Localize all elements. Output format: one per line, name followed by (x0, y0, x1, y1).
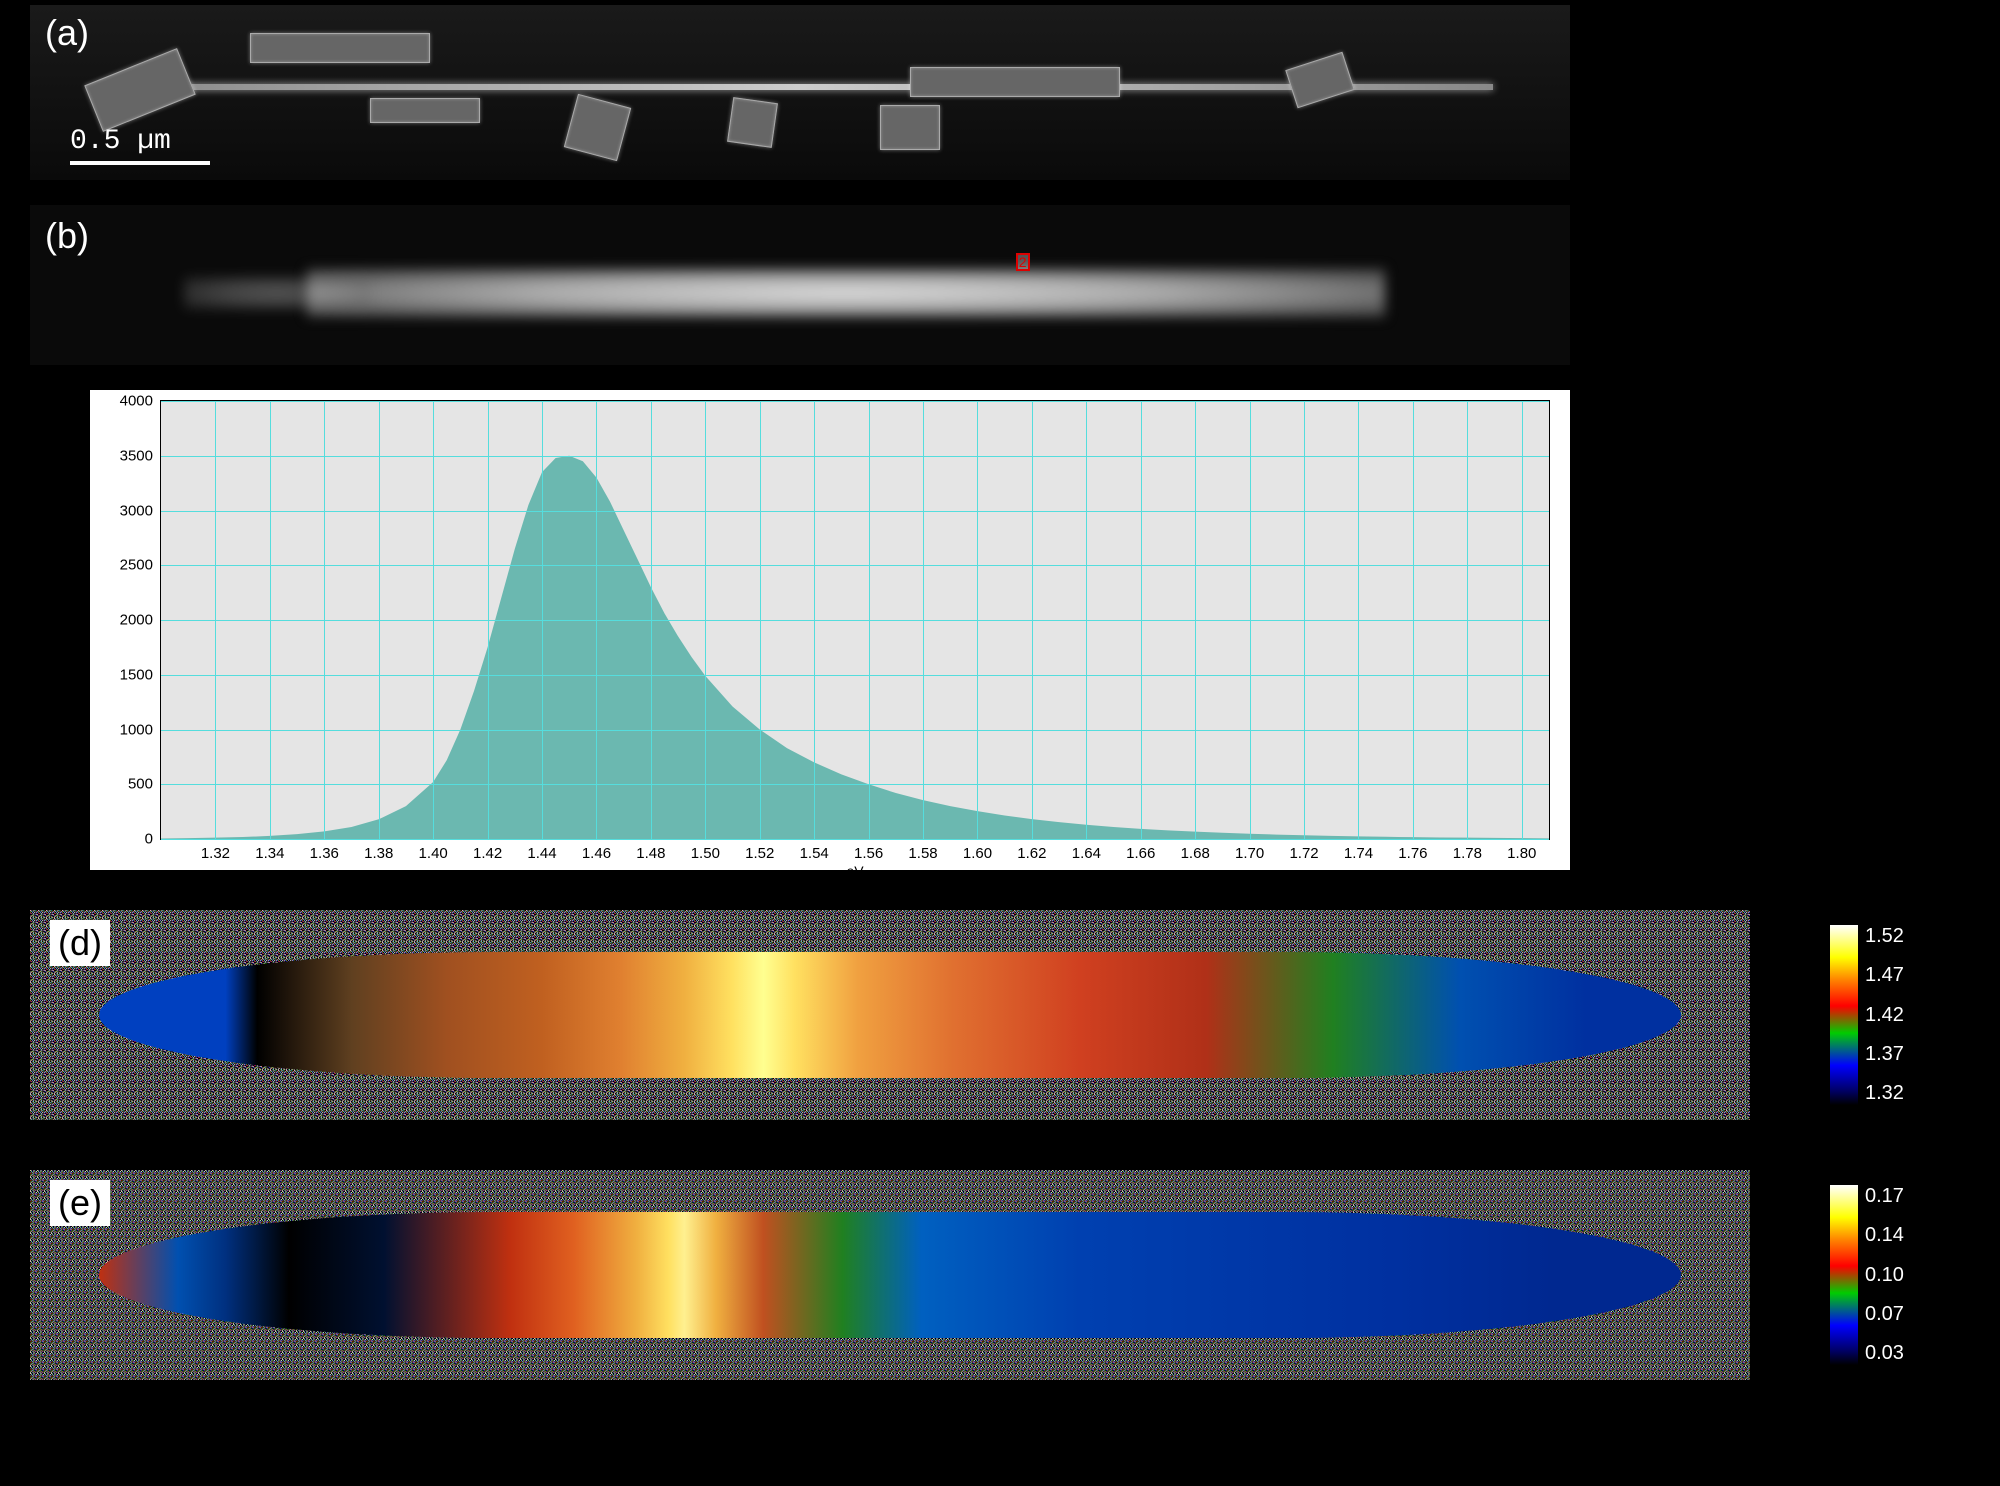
y-tick-label: 2000 (120, 612, 153, 629)
x-tick-label: 1.34 (255, 845, 284, 862)
colorbar-e-labels: 0.17 0.14 0.10 0.07 0.03 (1865, 1185, 1904, 1365)
x-tick-label: 1.44 (527, 845, 556, 862)
x-tick-label: 1.56 (854, 845, 883, 862)
fwhm-map (30, 1170, 1750, 1380)
colorbar-tick: 0.17 (1865, 1185, 1904, 1208)
colorbar-tick: 0.03 (1865, 1342, 1904, 1365)
x-tick-label: 1.46 (582, 845, 611, 862)
y-tick-label: 3000 (120, 502, 153, 519)
cl-intensity-map: 2 (30, 205, 1570, 365)
y-tick-label: 0 (145, 831, 153, 848)
energy-map (30, 910, 1750, 1120)
panel-b: 2 (30, 205, 1570, 365)
colorbar-tick: 1.37 (1865, 1043, 1904, 1066)
x-tick-label: 1.38 (364, 845, 393, 862)
x-tick-label: 1.76 (1398, 845, 1427, 862)
x-tick-label: 1.74 (1344, 845, 1373, 862)
colorbar-d (1830, 925, 1858, 1105)
x-tick-label: 1.40 (419, 845, 448, 862)
x-tick-label: 1.66 (1126, 845, 1155, 862)
x-tick-label: 1.54 (800, 845, 829, 862)
scale-bar: 0.5 µm (70, 126, 210, 165)
colorbar-tick: 0.10 (1865, 1264, 1904, 1287)
panel-c-chart: eV 050010001500200025003000350040001.321… (90, 390, 1570, 870)
marker-label: 2 (1019, 254, 1027, 270)
panel-d (30, 910, 1750, 1120)
panel-e-label: (e) (50, 1180, 110, 1226)
y-tick-label: 3500 (120, 447, 153, 464)
x-tick-label: 1.52 (745, 845, 774, 862)
x-tick-label: 1.36 (310, 845, 339, 862)
x-tick-label: 1.32 (201, 845, 230, 862)
panel-b-label: (b) (45, 215, 89, 257)
x-tick-label: 1.42 (473, 845, 502, 862)
panel-e (30, 1170, 1750, 1380)
colorbar-tick: 1.42 (1865, 1004, 1904, 1027)
panel-a: 0.5 µm (30, 5, 1570, 180)
colorbar-tick: 1.32 (1865, 1082, 1904, 1105)
panel-d-label: (d) (50, 920, 110, 966)
colorbar-tick: 0.07 (1865, 1303, 1904, 1326)
colorbar-tick: 1.52 (1865, 925, 1904, 948)
x-tick-label: 1.64 (1072, 845, 1101, 862)
colorbar-tick: 1.47 (1865, 964, 1904, 987)
x-tick-label: 1.80 (1507, 845, 1536, 862)
y-tick-label: 2500 (120, 557, 153, 574)
sem-micrograph (30, 5, 1570, 180)
colorbar-e (1830, 1185, 1858, 1365)
scale-bar-line (70, 161, 210, 165)
x-tick-label: 1.48 (636, 845, 665, 862)
x-tick-label: 1.78 (1453, 845, 1482, 862)
y-tick-label: 1000 (120, 721, 153, 738)
colorbar-tick: 0.14 (1865, 1224, 1904, 1247)
scale-bar-text: 0.5 µm (70, 126, 171, 157)
panel-a-label: (a) (45, 12, 89, 54)
x-tick-label: 1.68 (1181, 845, 1210, 862)
y-tick-label: 4000 (120, 393, 153, 410)
y-tick-label: 1500 (120, 666, 153, 683)
colorbar-d-labels: 1.52 1.47 1.42 1.37 1.32 (1865, 925, 1904, 1105)
x-tick-label: 1.72 (1289, 845, 1318, 862)
point-marker: 2 (1016, 253, 1030, 271)
x-tick-label: 1.70 (1235, 845, 1264, 862)
x-tick-label: 1.60 (963, 845, 992, 862)
x-axis-label: eV (846, 863, 863, 879)
y-tick-label: 500 (128, 776, 153, 793)
x-tick-label: 1.58 (908, 845, 937, 862)
chart-plot-area: eV 050010001500200025003000350040001.321… (160, 400, 1550, 840)
x-tick-label: 1.62 (1017, 845, 1046, 862)
x-tick-label: 1.50 (691, 845, 720, 862)
